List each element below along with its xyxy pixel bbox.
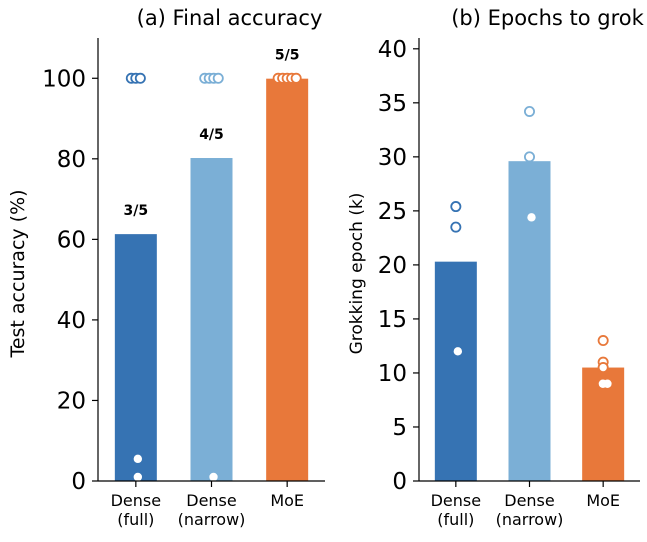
chart-title: (a) Final accuracy [137, 6, 323, 30]
data-point [209, 472, 218, 482]
panel-epochs-to-grok: (b) Epochs to grok Grokking epoch (k) 0 5 10… [347, 6, 645, 529]
y-tick-label: 20 [57, 388, 86, 414]
data-point [133, 472, 143, 482]
y-tick-label: 10 [378, 361, 407, 387]
chart-title: (b) Epochs to grok [451, 6, 644, 30]
bar-label-2: 5/5 [275, 48, 300, 64]
y-tick-label: 25 [378, 199, 407, 225]
data-point [450, 201, 462, 213]
data-point [603, 379, 612, 388]
data-point [524, 105, 536, 117]
data-point [524, 151, 536, 163]
x-tick-label: (narrow) [178, 510, 246, 529]
data-point [527, 213, 536, 222]
x-tick-label: (full) [437, 510, 474, 529]
data-point [597, 362, 609, 374]
x-tick-label: MoE [586, 491, 620, 510]
x-tick-label: (full) [117, 510, 154, 529]
x-tick-label: Dense [504, 491, 554, 510]
data-point [133, 454, 143, 464]
y-tick-label: 80 [57, 147, 86, 173]
data-point [212, 72, 224, 84]
y-tick-label: 30 [378, 145, 407, 171]
bar-accuracy-2 [266, 78, 309, 482]
data-point [290, 72, 302, 84]
data-point [134, 72, 146, 84]
x-tick-label: Dense [186, 491, 236, 510]
y-tick-label: 40 [57, 308, 86, 334]
x-tick-label: Dense [431, 491, 481, 510]
x-tick-label: Dense [111, 491, 161, 510]
bar-label-1: 4/5 [199, 127, 224, 143]
y-tick-label: 40 [378, 37, 407, 63]
y-axis-label: Test accuracy (%) [7, 189, 29, 358]
bar-grok-1 [508, 161, 551, 482]
bar-accuracy-1 [190, 158, 233, 481]
x-tick-label: MoE [270, 491, 304, 510]
y-tick-label: 35 [378, 91, 407, 117]
y-tick-label: 100 [42, 66, 86, 92]
x-tick-label: (narrow) [496, 510, 564, 529]
bar-label-0: 3/5 [124, 203, 149, 219]
y-tick-label: 5 [392, 415, 407, 441]
y-tick-label: 15 [378, 307, 407, 333]
data-point [453, 347, 463, 356]
data-point [450, 221, 462, 233]
data-point [597, 335, 609, 347]
y-tick-label: 0 [71, 469, 86, 495]
y-tick-label: 60 [57, 227, 86, 253]
y-tick-label: 20 [378, 253, 407, 279]
bar-grok-0 [434, 261, 477, 481]
bar-accuracy-0 [114, 234, 157, 481]
y-axis-label: Grokking epoch (k) [347, 193, 367, 355]
panel-final-accuracy: (a) Final accuracy Test accuracy (%) 3/5 4/… [7, 6, 325, 529]
y-tick-label: 0 [392, 469, 407, 495]
